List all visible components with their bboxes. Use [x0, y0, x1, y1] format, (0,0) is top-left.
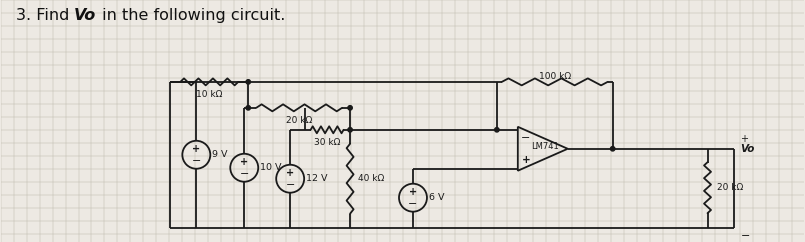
Text: −: −: [408, 199, 418, 209]
Text: −: −: [521, 133, 530, 143]
Text: 10 kΩ: 10 kΩ: [196, 90, 222, 99]
Text: +: +: [192, 144, 200, 154]
Text: −: −: [192, 156, 201, 166]
Circle shape: [494, 128, 499, 132]
Circle shape: [246, 80, 250, 84]
Text: Vo: Vo: [741, 144, 755, 154]
Text: +: +: [522, 155, 530, 165]
Text: 3. Find: 3. Find: [15, 8, 74, 23]
Text: 100 kΩ: 100 kΩ: [539, 72, 571, 81]
Text: −: −: [741, 231, 749, 241]
Circle shape: [246, 106, 250, 110]
Text: +: +: [240, 157, 248, 167]
Text: 30 kΩ: 30 kΩ: [314, 138, 341, 147]
Text: 20 kΩ: 20 kΩ: [286, 116, 312, 125]
Circle shape: [348, 128, 353, 132]
Text: Vo: Vo: [73, 8, 96, 23]
Text: 9 V: 9 V: [213, 150, 228, 159]
Text: 6 V: 6 V: [429, 193, 444, 202]
Circle shape: [348, 106, 353, 110]
Text: −: −: [240, 169, 249, 179]
Text: +: +: [409, 187, 417, 197]
Text: 40 kΩ: 40 kΩ: [358, 174, 384, 183]
Text: 20 kΩ: 20 kΩ: [716, 183, 743, 192]
Text: LM741: LM741: [531, 142, 559, 151]
Text: +: +: [741, 134, 749, 144]
Text: +: +: [286, 168, 295, 178]
Text: −: −: [286, 180, 295, 190]
Text: 12 V: 12 V: [306, 174, 328, 183]
Text: 10 V: 10 V: [260, 163, 282, 172]
Circle shape: [610, 147, 615, 151]
Text: in the following circuit.: in the following circuit.: [97, 8, 286, 23]
